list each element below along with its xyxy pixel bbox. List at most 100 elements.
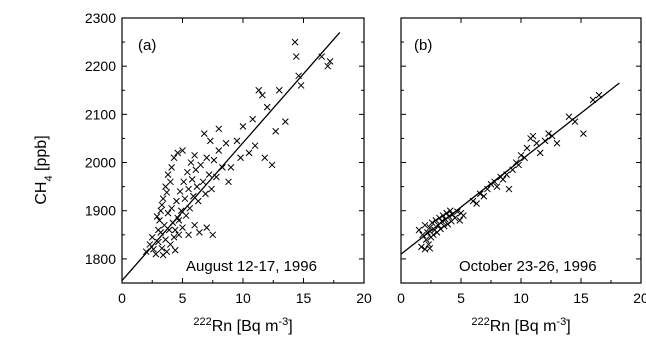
data-point bbox=[182, 212, 190, 219]
data-point bbox=[142, 248, 150, 256]
data-point bbox=[245, 149, 253, 157]
data-point bbox=[146, 241, 154, 248]
data-point bbox=[446, 207, 454, 215]
data-point bbox=[239, 123, 247, 130]
data-point bbox=[422, 236, 430, 243]
data-point bbox=[179, 147, 186, 154]
data-point bbox=[193, 183, 201, 190]
data-point bbox=[197, 161, 205, 169]
data-point bbox=[541, 137, 549, 145]
data-point bbox=[438, 217, 446, 225]
data-point bbox=[208, 185, 215, 193]
data-point bbox=[209, 231, 217, 239]
data-point bbox=[418, 243, 425, 251]
data-point bbox=[215, 125, 223, 133]
data-point bbox=[291, 38, 299, 46]
data-point bbox=[484, 185, 491, 193]
data-point bbox=[206, 137, 214, 145]
data-point bbox=[326, 58, 334, 65]
data-point bbox=[179, 224, 186, 231]
y-tick-label: 1900 bbox=[85, 203, 116, 219]
data-point bbox=[529, 132, 537, 140]
data-point bbox=[154, 238, 162, 246]
data-point bbox=[191, 221, 198, 229]
panel-a: 0 5 10 15 20 1800 1900 2000 2100 2200 2300 (a) Aug… bbox=[85, 10, 372, 335]
data-point bbox=[571, 118, 579, 125]
data-point bbox=[443, 209, 450, 217]
data-point bbox=[521, 154, 528, 162]
data-point bbox=[219, 164, 226, 171]
panel-b-ticks: 0 5 10 15 20 bbox=[397, 17, 646, 306]
data-point bbox=[281, 118, 289, 125]
data-point bbox=[432, 217, 440, 224]
data-point bbox=[158, 201, 166, 209]
data-point bbox=[449, 211, 456, 218]
x-tick-label: 0 bbox=[118, 290, 126, 306]
data-point bbox=[237, 154, 244, 162]
data-point bbox=[163, 189, 171, 196]
data-point bbox=[275, 86, 283, 94]
data-point bbox=[233, 137, 241, 145]
data-point bbox=[215, 147, 223, 154]
data-point bbox=[251, 142, 259, 150]
data-point bbox=[473, 200, 480, 207]
data-point bbox=[533, 139, 540, 147]
data-point bbox=[202, 190, 209, 198]
data-point bbox=[415, 226, 423, 234]
panel-a-frame bbox=[121, 17, 365, 284]
data-point bbox=[263, 103, 271, 111]
data-point bbox=[180, 178, 188, 186]
data-point bbox=[454, 208, 461, 216]
data-point bbox=[469, 197, 477, 205]
data-point bbox=[154, 226, 162, 234]
data-point bbox=[191, 151, 198, 159]
data-point bbox=[595, 91, 603, 99]
panel-a-points bbox=[142, 38, 334, 259]
data-point bbox=[456, 217, 464, 224]
data-point bbox=[295, 72, 303, 80]
panel-b-label: (b) bbox=[414, 37, 432, 54]
y-tick-label: 2000 bbox=[85, 155, 116, 171]
data-point bbox=[158, 244, 166, 252]
data-point bbox=[445, 213, 453, 220]
data-point bbox=[261, 154, 269, 162]
data-point bbox=[451, 214, 459, 222]
data-point bbox=[523, 144, 531, 152]
panel-a-annotation: August 12-17, 1996 bbox=[186, 258, 317, 275]
data-point bbox=[222, 139, 230, 147]
data-point bbox=[297, 82, 305, 89]
data-point bbox=[167, 178, 174, 186]
data-point bbox=[188, 176, 196, 183]
data-point bbox=[436, 214, 443, 222]
data-point bbox=[425, 241, 432, 248]
data-point bbox=[444, 220, 452, 228]
data-point bbox=[491, 178, 498, 186]
panel-a-ticks: 0 5 10 15 20 1800 1900 2000 2100 2200 2300 bbox=[85, 10, 372, 306]
data-point bbox=[476, 190, 484, 198]
data-point bbox=[268, 161, 276, 169]
data-point bbox=[173, 197, 180, 205]
data-point bbox=[171, 246, 179, 254]
panel-b-frame bbox=[400, 17, 642, 284]
panel-b: 0 5 10 15 20 (b) October 23-26, 1996 222Rn [… bbox=[397, 17, 646, 335]
data-point bbox=[153, 213, 161, 220]
data-point bbox=[227, 164, 235, 171]
panel-b-annotation: October 23-26, 1996 bbox=[459, 258, 597, 275]
data-point bbox=[203, 154, 211, 162]
data-point bbox=[205, 171, 213, 178]
data-point bbox=[589, 96, 597, 104]
data-point bbox=[509, 166, 516, 174]
x-tick-label: 20 bbox=[356, 290, 372, 306]
data-point bbox=[152, 250, 160, 258]
data-point bbox=[213, 173, 220, 181]
data-point bbox=[165, 226, 173, 234]
x-tick-label: 0 bbox=[397, 290, 405, 306]
data-point bbox=[324, 62, 332, 70]
data-point bbox=[480, 192, 488, 200]
data-point bbox=[203, 224, 211, 231]
data-point bbox=[430, 231, 437, 239]
data-point bbox=[580, 130, 587, 137]
y-tick-label: 2200 bbox=[85, 58, 116, 74]
data-point bbox=[170, 154, 178, 162]
